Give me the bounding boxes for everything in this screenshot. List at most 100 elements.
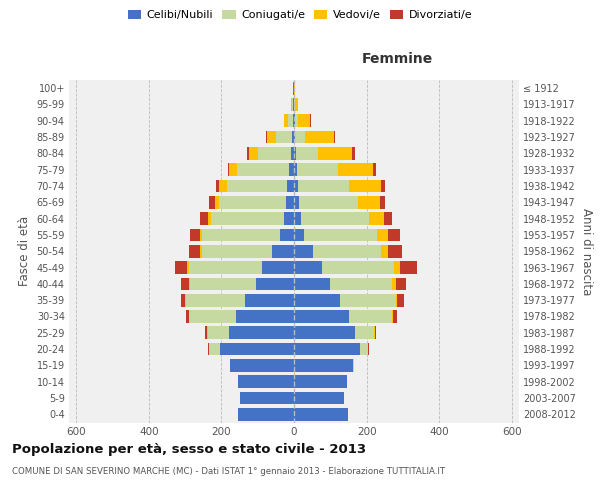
Bar xyxy=(280,228,294,241)
Bar xyxy=(229,326,294,339)
Bar xyxy=(190,228,200,241)
Bar xyxy=(294,392,344,404)
Bar xyxy=(294,196,299,208)
Y-axis label: Fasce di età: Fasce di età xyxy=(18,216,31,286)
Bar xyxy=(202,228,280,241)
Bar xyxy=(388,245,402,258)
Bar xyxy=(284,212,294,225)
Bar xyxy=(200,228,202,241)
Bar xyxy=(377,228,388,241)
Bar xyxy=(294,408,348,420)
Bar xyxy=(220,342,294,355)
Bar xyxy=(208,342,209,355)
Bar xyxy=(373,164,376,176)
Bar xyxy=(294,376,347,388)
Text: COMUNE DI SAN SEVERINO MARCHE (MC) - Dati ISTAT 1° gennaio 2013 - Elaborazione T: COMUNE DI SAN SEVERINO MARCHE (MC) - Dat… xyxy=(12,468,445,476)
Bar xyxy=(219,196,286,208)
Bar xyxy=(329,278,392,290)
Bar xyxy=(319,147,352,160)
Bar xyxy=(298,114,310,127)
Bar xyxy=(299,196,358,208)
Bar xyxy=(291,98,292,111)
Bar xyxy=(289,164,294,176)
Bar xyxy=(208,326,229,339)
Bar xyxy=(294,326,355,339)
Bar xyxy=(294,130,295,143)
Bar xyxy=(181,294,185,306)
Bar xyxy=(394,261,400,274)
Bar xyxy=(296,147,319,160)
Bar xyxy=(215,196,219,208)
Bar xyxy=(271,245,294,258)
Bar xyxy=(322,261,394,274)
Bar xyxy=(384,212,392,225)
Bar xyxy=(334,130,335,143)
Bar xyxy=(294,114,295,127)
Bar xyxy=(369,212,384,225)
Bar xyxy=(295,98,298,111)
Bar xyxy=(267,130,276,143)
Bar xyxy=(374,326,376,339)
Bar xyxy=(209,196,215,208)
Bar xyxy=(397,294,404,306)
Text: Popolazione per età, sesso e stato civile - 2013: Popolazione per età, sesso e stato civil… xyxy=(12,442,366,456)
Bar xyxy=(292,98,293,111)
Bar xyxy=(395,278,406,290)
Bar xyxy=(340,294,395,306)
Bar xyxy=(238,408,294,420)
Bar xyxy=(256,278,294,290)
Bar xyxy=(294,261,322,274)
Bar xyxy=(310,114,311,127)
Bar xyxy=(294,359,353,372)
Bar xyxy=(294,228,304,241)
Y-axis label: Anni di nascita: Anni di nascita xyxy=(580,208,593,295)
Bar xyxy=(284,114,288,127)
Bar xyxy=(219,180,227,192)
Bar xyxy=(186,294,245,306)
Bar xyxy=(185,294,186,306)
Bar xyxy=(286,196,294,208)
Bar xyxy=(276,130,292,143)
Bar xyxy=(227,180,287,192)
Bar xyxy=(294,310,349,323)
Bar xyxy=(208,212,211,225)
Bar xyxy=(301,212,369,225)
Bar xyxy=(186,310,189,323)
Legend: Celibi/Nubili, Coniugati/e, Vedovi/e, Divorziati/e: Celibi/Nubili, Coniugati/e, Vedovi/e, Di… xyxy=(124,6,476,25)
Bar xyxy=(294,245,313,258)
Bar xyxy=(297,164,338,176)
Bar xyxy=(205,326,207,339)
Bar xyxy=(305,130,334,143)
Bar xyxy=(236,310,294,323)
Bar xyxy=(338,164,373,176)
Bar xyxy=(230,359,294,372)
Bar xyxy=(200,245,202,258)
Bar xyxy=(190,278,256,290)
Bar xyxy=(295,130,305,143)
Bar xyxy=(400,261,417,274)
Bar xyxy=(392,310,393,323)
Bar xyxy=(189,278,190,290)
Bar xyxy=(292,147,294,160)
Bar xyxy=(288,114,293,127)
Bar xyxy=(294,164,297,176)
Bar xyxy=(209,342,220,355)
Bar xyxy=(175,261,187,274)
Bar xyxy=(349,310,392,323)
Bar xyxy=(304,228,377,241)
Bar xyxy=(353,359,354,372)
Bar xyxy=(287,180,294,192)
Bar xyxy=(211,212,284,225)
Bar xyxy=(189,245,200,258)
Bar xyxy=(355,326,374,339)
Bar xyxy=(258,147,292,160)
Bar xyxy=(189,310,190,323)
Bar xyxy=(262,261,294,274)
Bar xyxy=(202,245,271,258)
Bar xyxy=(380,196,385,208)
Bar xyxy=(227,164,229,176)
Bar xyxy=(190,310,236,323)
Bar xyxy=(245,294,294,306)
Text: Femmine: Femmine xyxy=(362,52,433,66)
Bar xyxy=(238,376,294,388)
